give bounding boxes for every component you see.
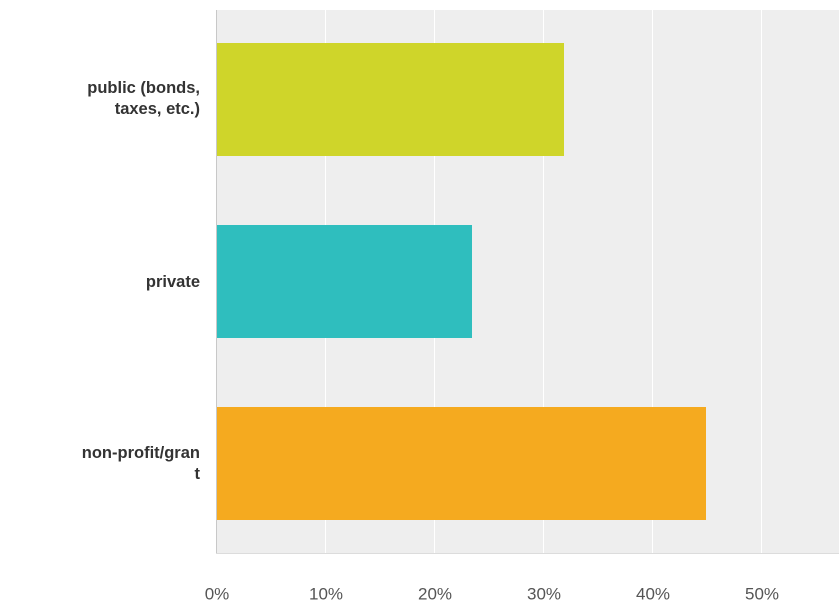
bar-2	[217, 225, 473, 338]
bar-3	[217, 407, 707, 520]
x-tick-label: 10%	[308, 584, 344, 604]
x-axis-baseline	[216, 553, 839, 554]
y-axis-line	[216, 10, 217, 553]
bar-1	[217, 43, 564, 156]
category-label: non-profit/gran t	[81, 444, 200, 483]
category-label: public (bonds, taxes, etc.)	[87, 79, 200, 118]
x-tick-label: 30%	[526, 584, 562, 604]
x-tick-label: 40%	[635, 584, 671, 604]
gridline-30	[543, 10, 544, 553]
gridline-50	[761, 10, 762, 553]
category-label: private	[145, 272, 200, 291]
x-tick-label: 0%	[204, 584, 230, 604]
x-tick-label: 50%	[744, 584, 780, 604]
gridline-40	[652, 10, 653, 553]
x-tick-label: 20%	[417, 584, 453, 604]
